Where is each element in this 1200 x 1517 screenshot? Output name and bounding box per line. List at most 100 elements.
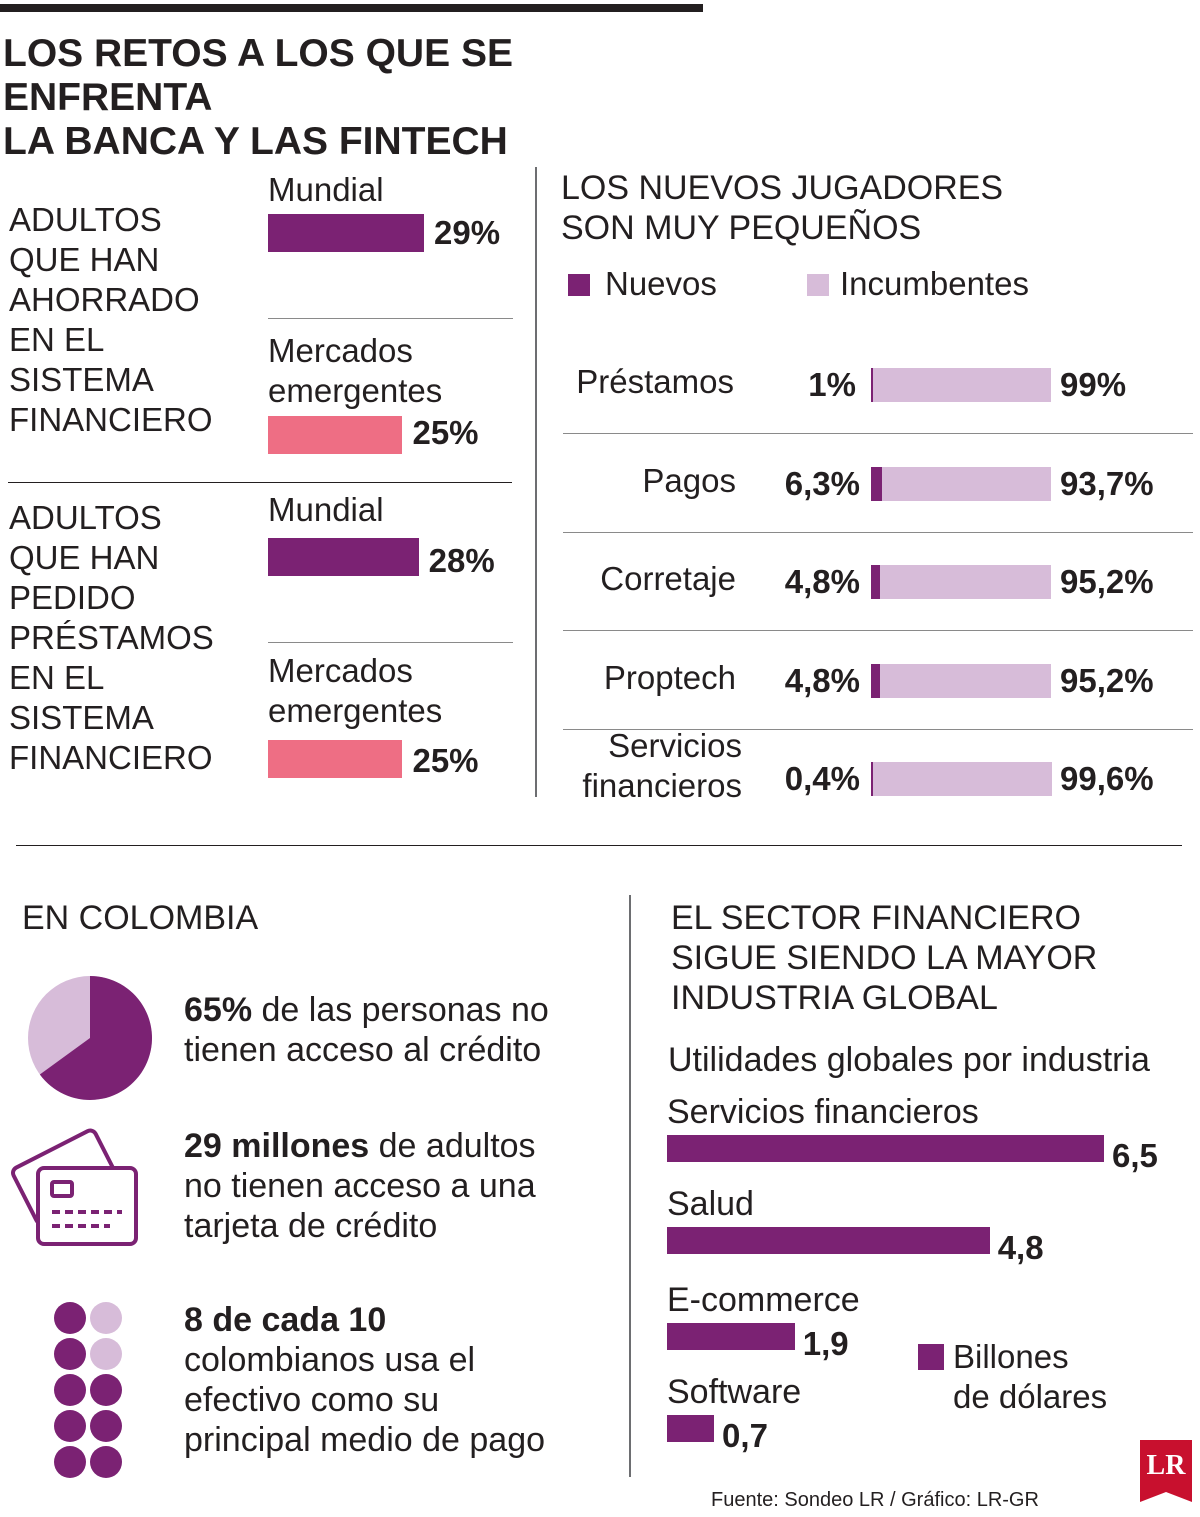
legend-swatch-incumbentes [807,274,829,296]
pie-chart-icon [28,976,153,1100]
savings-bar-mundial [268,214,424,252]
savings-bar-emergentes [268,416,403,454]
loans-title-line: FINANCIERO [9,739,213,776]
players-value-nuevos: 4,8% [784,661,860,699]
stat-text: de las personas no [252,991,549,1029]
dot-filled [90,1446,122,1478]
players-value-nuevos: 1% [808,366,856,403]
savings-title-line: AHORRADO [9,281,200,318]
industry-value-label: 0,7 [722,1417,768,1454]
credit-card-icon [11,1128,138,1246]
industry-title-line: EL SECTOR FINANCIERO [671,899,1081,937]
industry-chart-title: EL SECTOR FINANCIERO SIGUE SIENDO LA MAY… [671,898,1097,1018]
section-divider [16,845,1182,846]
stat-text: efectivo como su [184,1381,440,1419]
stat-text: colombianos usa el [184,1341,476,1379]
divider [268,642,513,643]
stat-text: principal medio de pago [184,1421,546,1459]
industry-title-line: INDUSTRIA GLOBAL [671,979,998,1017]
category-line: Mercados [268,332,413,369]
category-line: Mercados [268,652,413,689]
industry-title-line: SIGUE SIENDO LA MAYOR [671,939,1098,977]
industry-category-label: E-commerce [667,1281,860,1319]
stat-bold: 8 de cada 10 [184,1301,387,1339]
stat-text: tarjeta de crédito [184,1207,438,1245]
divider [563,630,1193,631]
savings-title-line: EN EL [9,321,105,358]
legend-swatch-nuevos [568,274,590,296]
divider [268,318,513,319]
stat-bold: 65% [184,991,253,1029]
players-bar-incumbentes [879,565,1051,599]
stat-bold: 29 millones [184,1127,370,1165]
loans-title-line: PRÉSTAMOS [9,619,214,656]
savings-title-line: ADULTOS [9,201,162,238]
players-value-incumbentes: 99% [1060,366,1127,403]
industry-value-label: 1,9 [802,1325,849,1362]
dot-filled [54,1446,86,1478]
players-bar-incumbentes [882,466,1051,501]
players-bar-nuevos [871,565,880,599]
colombia-title: EN COLOMBIA [22,899,259,937]
stat-credit-access: 65% de las personas no tienen acceso al … [184,990,549,1070]
industry-category-label: Salud [667,1185,754,1223]
column-divider [629,895,631,1477]
savings-category-label: Mercados emergentes [268,331,442,411]
pie-slice-65 [39,976,153,1100]
players-value-nuevos: 0,4% [784,760,860,797]
stat-text: no tienen acceso a una [184,1167,536,1205]
players-value-incumbentes: 93,7% [1060,464,1154,502]
loans-bar-mundial [268,538,419,576]
legend-line: de dólares [953,1378,1108,1415]
loans-value-label: 28% [428,542,495,579]
players-bar-nuevos [871,466,883,501]
legend-swatch-billones [918,1344,944,1370]
players-category-label: Préstamos [576,363,734,400]
section-divider [8,482,512,483]
lr-logo: LR [1140,1440,1192,1502]
players-bar-incumbentes [873,368,1052,402]
loans-chart-title: ADULTOS QUE HAN PEDIDO PRÉSTAMOS EN EL S… [9,498,214,778]
players-bar-incumbentes [873,762,1053,796]
players-value-incumbentes: 99,6% [1060,760,1154,797]
stat-credit-card: 29 millones de adultos no tienen acceso … [184,1126,536,1246]
page-title-line-1: LOS RETOS A LOS QUE SE ENFRENTA [3,32,513,119]
players-bar-nuevos [871,663,880,698]
players-value-incumbentes: 95,2% [1060,563,1154,600]
legend-line: Billones [953,1338,1069,1375]
dot-light [90,1302,122,1334]
loans-value-label: 25% [412,742,479,779]
savings-value-label: 29% [434,214,501,251]
source-footnote: Fuente: Sondeo LR / Gráfico: LR-GR [711,1489,1039,1511]
dot-filled [54,1302,86,1334]
savings-title-line: SISTEMA [9,361,154,398]
legend-label-nuevos: Nuevos [605,265,717,302]
legend-label-billones: Billones de dólares [953,1337,1107,1417]
dot-filled [54,1410,86,1442]
players-category-label: Corretaje [600,560,736,597]
savings-chart-title: ADULTOS QUE HAN AHORRADO EN EL SISTEMA F… [9,200,213,440]
divider [563,433,1193,434]
players-title-line: SON MUY PEQUEÑOS [561,209,922,247]
players-bar-incumbentes [879,663,1051,698]
page-title-line-2: LA BANCA Y LAS FINTECH [3,120,508,163]
loans-category-label: Mundial [268,491,384,528]
players-value-nuevos: 6,3% [784,464,860,502]
players-category-label: Pagos [642,461,736,499]
industry-chart-subtitle: Utilidades globales por industria [668,1041,1150,1079]
dot-filled [90,1410,122,1442]
players-chart-title: LOS NUEVOS JUGADORES SON MUY PEQUEÑOS [561,168,1003,248]
industry-bar [667,1323,795,1350]
divider [563,531,1193,533]
category-line: emergentes [268,692,443,729]
stat-cash-usage: 8 de cada 10 colombianos usa el efectivo… [184,1300,545,1460]
industry-value-label: 6,5 [1112,1137,1158,1174]
industry-category-label: Servicios financieros [667,1093,979,1131]
players-bar-nuevos [871,762,873,796]
loans-title-line: PEDIDO [9,579,136,616]
legend-label-incumbentes: Incumbentes [840,265,1029,302]
savings-title-line: FINANCIERO [9,401,213,438]
industry-bar [667,1227,990,1254]
title-rule [0,4,703,12]
dot-grid-icon [54,1302,124,1478]
